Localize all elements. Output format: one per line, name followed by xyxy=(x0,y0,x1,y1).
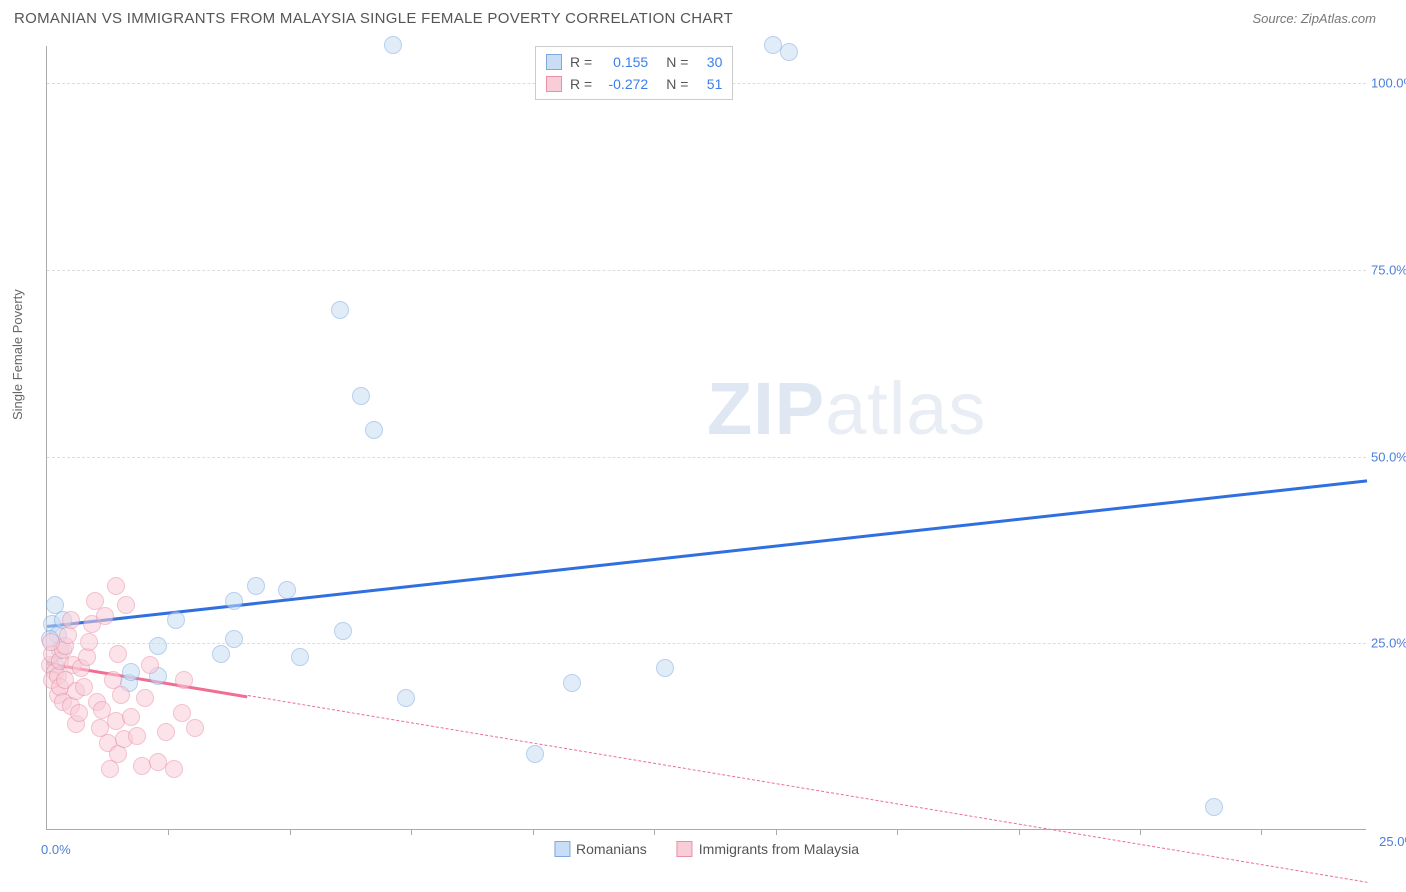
scatter-point xyxy=(225,630,243,648)
x-tick xyxy=(654,829,655,835)
scatter-point xyxy=(122,663,140,681)
scatter-point xyxy=(122,708,140,726)
x-tick xyxy=(897,829,898,835)
x-tick xyxy=(411,829,412,835)
scatter-point xyxy=(291,648,309,666)
y-axis-label: Single Female Poverty xyxy=(10,289,25,420)
scatter-point xyxy=(157,723,175,741)
gridline xyxy=(47,270,1366,271)
source-credit: Source: ZipAtlas.com xyxy=(1252,11,1376,26)
scatter-point xyxy=(526,745,544,763)
x-tick xyxy=(168,829,169,835)
r-value: 0.155 xyxy=(598,51,648,73)
legend-item: Immigrants from Malaysia xyxy=(677,841,859,857)
scatter-point xyxy=(365,421,383,439)
watermark-light: atlas xyxy=(825,367,986,450)
r-value: -0.272 xyxy=(598,73,648,95)
scatter-point xyxy=(186,719,204,737)
scatter-point xyxy=(212,645,230,663)
scatter-point xyxy=(165,760,183,778)
scatter-point xyxy=(96,607,114,625)
scatter-point xyxy=(352,387,370,405)
x-tick-label: 25.0% xyxy=(1379,834,1406,849)
y-tick-label: 100.0% xyxy=(1371,76,1406,91)
scatter-point xyxy=(149,637,167,655)
n-value: 30 xyxy=(694,51,722,73)
legend-label: Romanians xyxy=(576,841,647,857)
scatter-point xyxy=(117,596,135,614)
x-tick xyxy=(290,829,291,835)
scatter-point xyxy=(334,622,352,640)
gridline xyxy=(47,643,1366,644)
x-tick xyxy=(776,829,777,835)
source-label: Source: xyxy=(1252,11,1300,26)
title-bar: ROMANIAN VS IMMIGRANTS FROM MALAYSIA SIN… xyxy=(0,0,1406,31)
scatter-point xyxy=(173,704,191,722)
y-tick-label: 75.0% xyxy=(1371,263,1406,278)
scatter-point xyxy=(80,633,98,651)
r-label: R = xyxy=(570,51,592,73)
scatter-point xyxy=(70,704,88,722)
scatter-chart: ZIPatlas 25.0%50.0%75.0%100.0%0.0%25.0%R… xyxy=(46,46,1366,830)
scatter-point xyxy=(175,671,193,689)
scatter-point xyxy=(397,689,415,707)
chart-title: ROMANIAN VS IMMIGRANTS FROM MALAYSIA SIN… xyxy=(14,10,733,27)
scatter-point xyxy=(107,577,125,595)
scatter-point xyxy=(331,301,349,319)
trendline xyxy=(47,479,1367,627)
gridline xyxy=(47,457,1366,458)
legend-stats-row: R = 0.155 N = 30 xyxy=(546,51,722,73)
x-tick xyxy=(533,829,534,835)
scatter-point xyxy=(1205,798,1223,816)
scatter-point xyxy=(136,689,154,707)
x-tick xyxy=(1019,829,1020,835)
x-tick-label: 0.0% xyxy=(41,842,71,857)
scatter-point xyxy=(656,659,674,677)
scatter-point xyxy=(225,592,243,610)
n-label: N = xyxy=(666,73,688,95)
scatter-point xyxy=(278,581,296,599)
legend-swatch xyxy=(554,841,570,857)
scatter-point xyxy=(128,727,146,745)
scatter-point xyxy=(167,611,185,629)
legend-stats: R = 0.155 N = 30 R = -0.272 N = 51 xyxy=(535,46,733,100)
legend-swatch xyxy=(546,76,562,92)
y-tick-label: 25.0% xyxy=(1371,636,1406,651)
n-label: N = xyxy=(666,51,688,73)
scatter-point xyxy=(384,36,402,54)
legend-swatch xyxy=(677,841,693,857)
scatter-point xyxy=(62,611,80,629)
legend-stats-row: R = -0.272 N = 51 xyxy=(546,73,722,95)
scatter-point xyxy=(46,596,64,614)
scatter-point xyxy=(563,674,581,692)
source-name: ZipAtlas.com xyxy=(1301,11,1376,26)
legend-label: Immigrants from Malaysia xyxy=(699,841,859,857)
scatter-point xyxy=(112,686,130,704)
scatter-point xyxy=(141,656,159,674)
legend-swatch xyxy=(546,54,562,70)
legend-item: Romanians xyxy=(554,841,647,857)
x-tick xyxy=(1261,829,1262,835)
scatter-point xyxy=(75,678,93,696)
n-value: 51 xyxy=(694,73,722,95)
r-label: R = xyxy=(570,73,592,95)
watermark: ZIPatlas xyxy=(707,366,986,451)
scatter-point xyxy=(109,645,127,663)
scatter-point xyxy=(780,43,798,61)
x-tick xyxy=(1140,829,1141,835)
scatter-point xyxy=(247,577,265,595)
legend-bottom: Romanians Immigrants from Malaysia xyxy=(554,841,859,857)
y-tick-label: 50.0% xyxy=(1371,449,1406,464)
scatter-point xyxy=(42,633,60,651)
watermark-bold: ZIP xyxy=(707,367,825,450)
